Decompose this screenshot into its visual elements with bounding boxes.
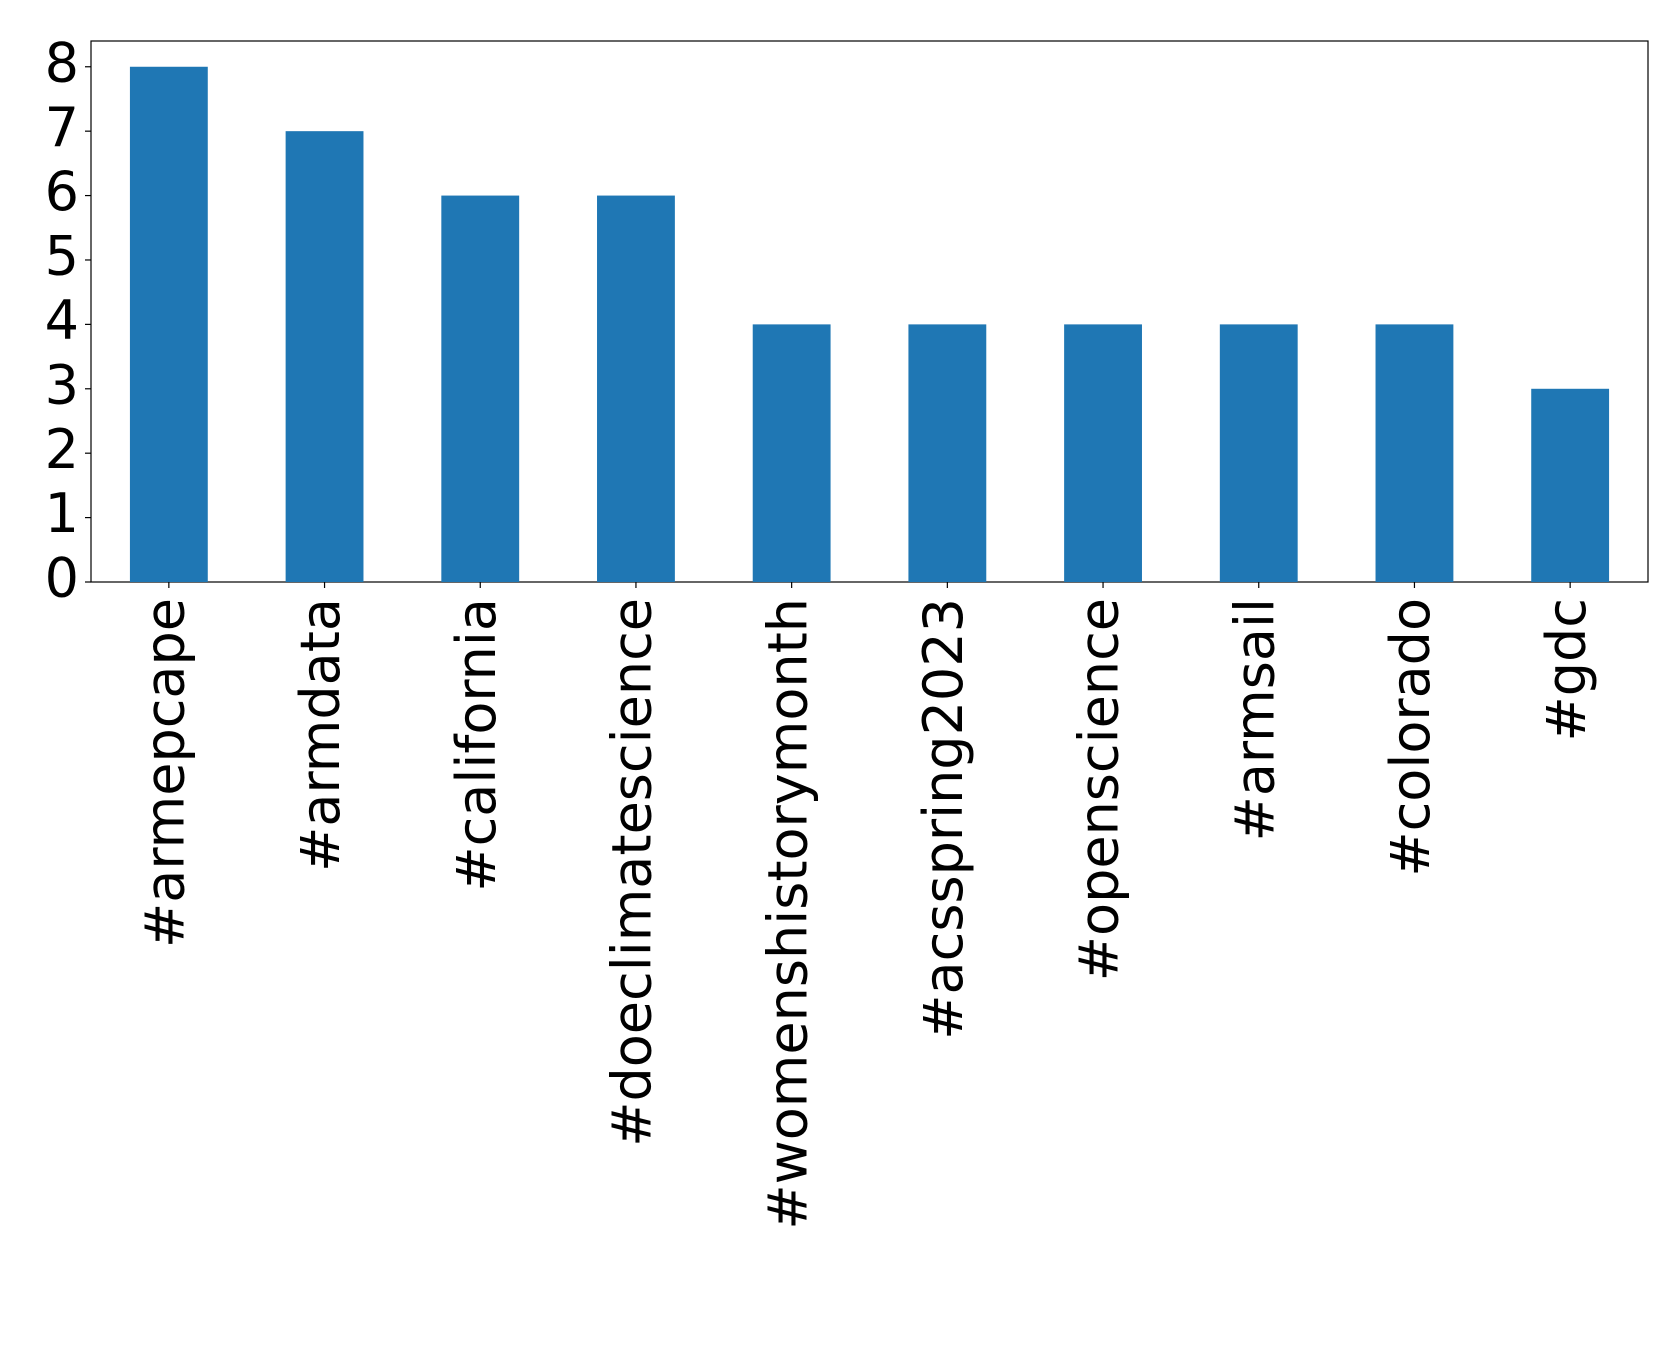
y-tick-label: 8 (45, 31, 79, 94)
x-tick-label: #womenshistorymonth (756, 598, 819, 1230)
bar (441, 195, 520, 583)
plot-frame (90, 40, 1649, 583)
y-tick-label: 7 (45, 96, 79, 159)
x-tick-label: #colorado (1379, 598, 1442, 877)
bar (597, 195, 675, 583)
x-tick-label: #armdata (289, 598, 352, 872)
bar (1064, 324, 1142, 582)
bar (1219, 324, 1298, 582)
x-tick-label: #acsspring2023 (912, 598, 975, 1040)
bar (285, 131, 364, 582)
x-tick-label: #california (445, 598, 508, 892)
x-tick-label: #armsail (1223, 598, 1286, 841)
bar (1531, 388, 1610, 582)
y-tick-label: 5 (45, 225, 79, 288)
bar (752, 324, 831, 582)
x-tick-label: #openscience (1068, 598, 1131, 981)
bar (1375, 324, 1454, 582)
y-tick-label: 1 (45, 482, 79, 545)
y-tick-label: 4 (45, 289, 79, 352)
bar (129, 66, 208, 582)
x-tick-label: #armepcape (133, 598, 196, 948)
y-tick-label: 6 (45, 160, 79, 223)
y-tick-label: 2 (45, 418, 79, 481)
bar (908, 324, 987, 582)
x-tick-label: #gdc (1535, 598, 1598, 742)
y-tick-label: 3 (45, 353, 79, 416)
y-tick-label: 0 (45, 547, 79, 610)
x-tick-label: #doeclimatescience (601, 598, 664, 1147)
